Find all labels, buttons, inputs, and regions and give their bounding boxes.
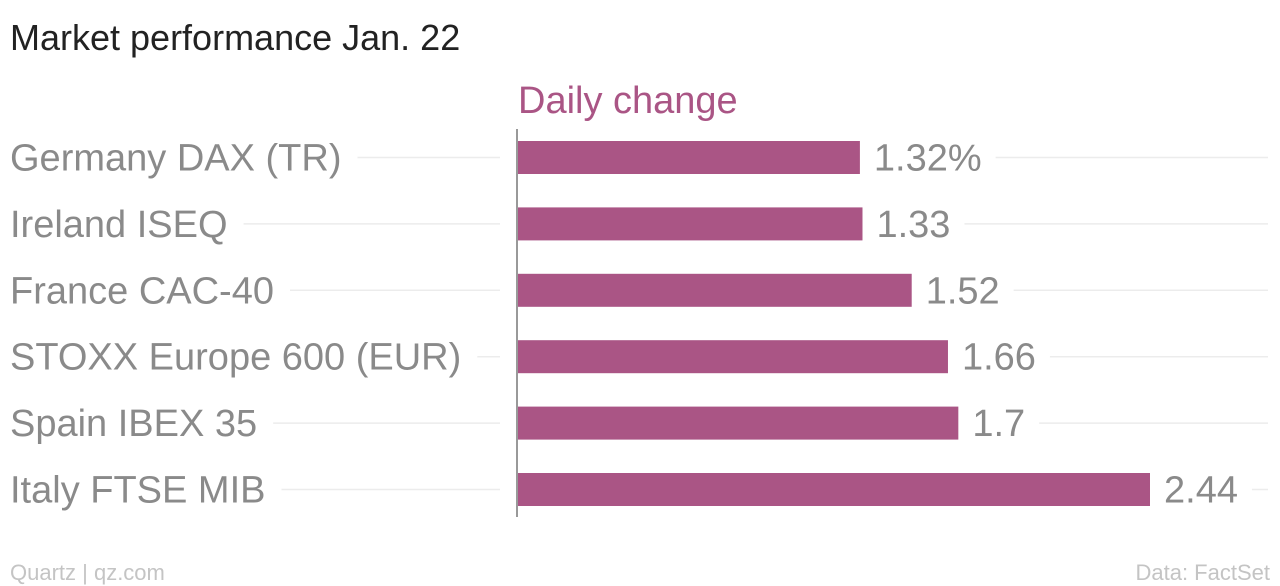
- bar: [518, 273, 912, 307]
- chart-rows: Germany DAX (TR) 1.32% Ireland ISEQ 1.33 Fra…: [10, 138, 1268, 512]
- bar: [518, 473, 1150, 506]
- category-label: Spain IBEX 35: [10, 403, 257, 445]
- bar: [518, 406, 959, 440]
- bar: [518, 207, 863, 241]
- series-label: Daily change: [518, 80, 738, 122]
- value-label: 1.52: [926, 270, 1000, 312]
- category-label: Ireland ISEQ: [10, 204, 228, 246]
- footer-source-left: Quartz | qz.com: [10, 560, 165, 585]
- category-label: STOXX Europe 600 (EUR): [10, 337, 461, 379]
- value-label: 1.33: [876, 204, 950, 246]
- footer-source-right: Data: FactSet: [1135, 560, 1270, 585]
- category-label: Germany DAX (TR): [10, 138, 341, 180]
- bar: [518, 141, 860, 174]
- value-label: 1.32%: [874, 138, 982, 180]
- value-label: 2.44: [1164, 470, 1238, 512]
- category-label: Italy FTSE MIB: [10, 470, 265, 512]
- category-label: France CAC-40: [10, 270, 274, 312]
- bar: [518, 340, 948, 374]
- value-label: 1.66: [962, 337, 1036, 379]
- value-label: 1.7: [972, 403, 1025, 445]
- chart-title: Market performance Jan. 22: [10, 17, 460, 58]
